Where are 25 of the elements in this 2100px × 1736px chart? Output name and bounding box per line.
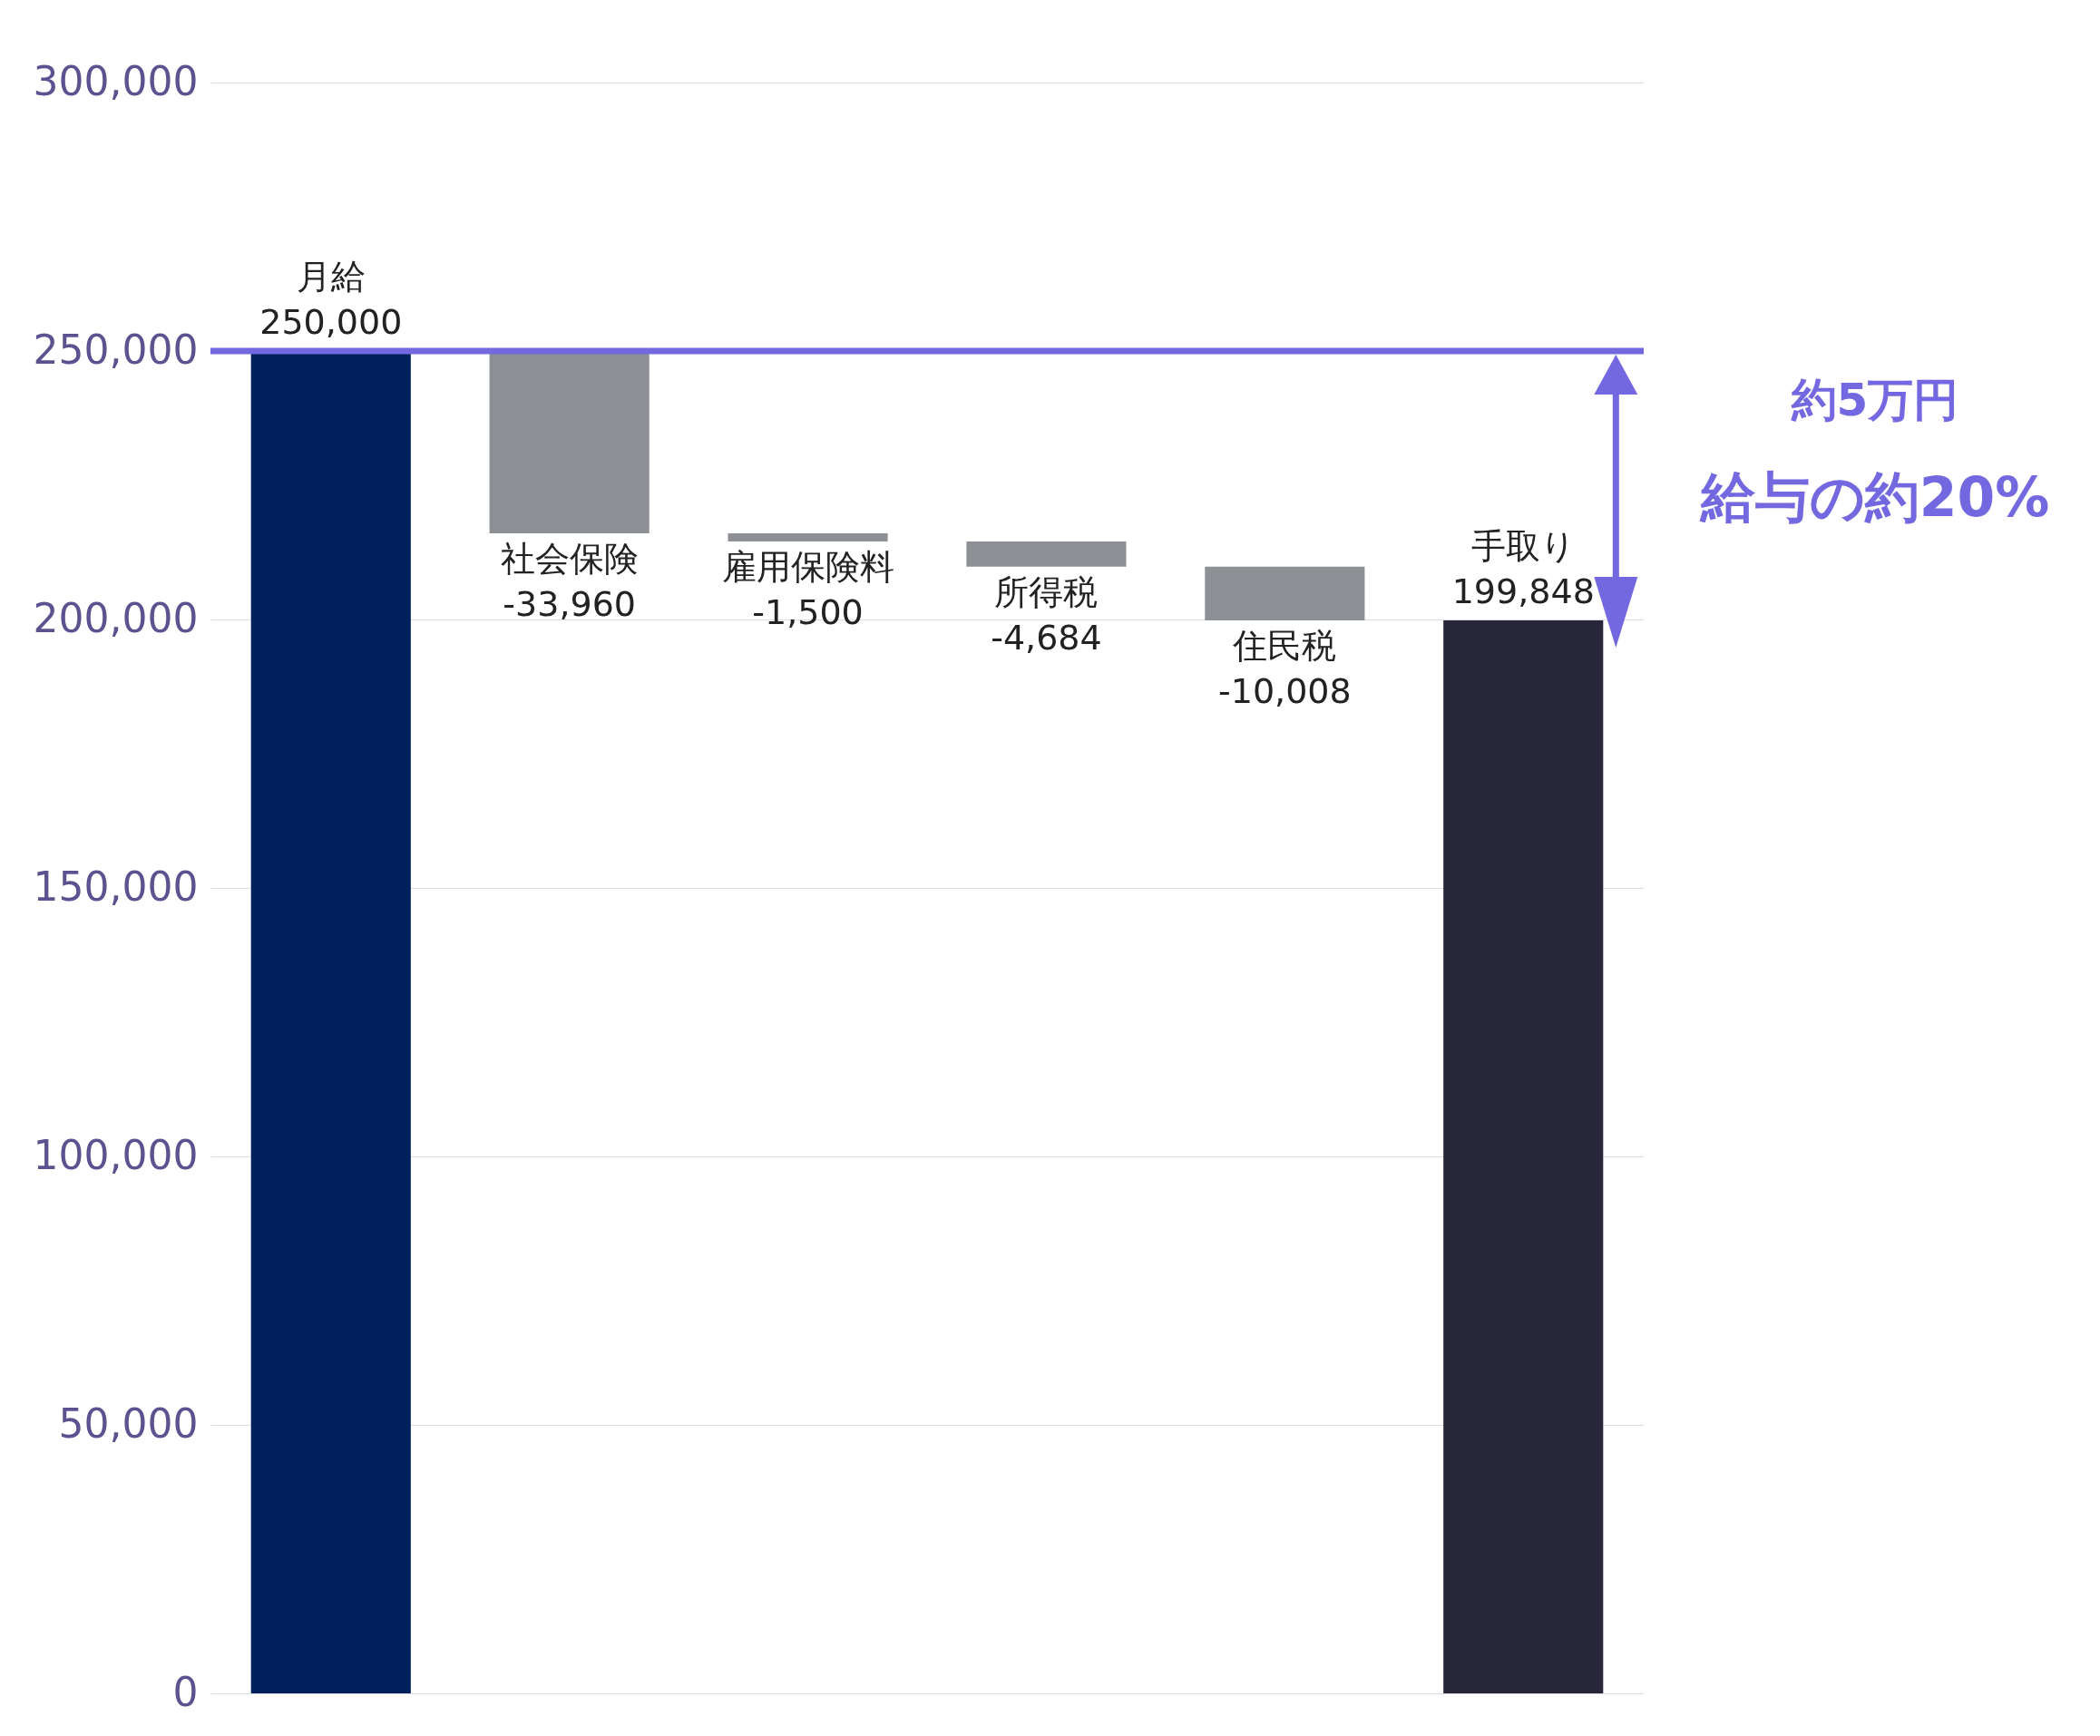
y-tick-label: 250,000 bbox=[33, 326, 199, 373]
y-tick-label: 100,000 bbox=[33, 1131, 199, 1178]
data-label: -10,008 bbox=[1218, 670, 1352, 711]
bar bbox=[1205, 566, 1365, 620]
data-label: 250,000 bbox=[259, 302, 403, 342]
y-tick-label: 300,000 bbox=[33, 57, 199, 104]
bar bbox=[728, 533, 888, 541]
text: 約5万円 bbox=[1790, 374, 1959, 426]
bar bbox=[1443, 619, 1604, 1693]
x-tick-label: 手取り bbox=[1470, 525, 1576, 566]
x-tick-label: 住民税 bbox=[1232, 625, 1337, 666]
data-label: 199,848 bbox=[1451, 571, 1595, 611]
y-tick-label: 200,000 bbox=[33, 594, 199, 641]
x-tick-label: 所得税 bbox=[994, 571, 1099, 612]
text: 給与の約20% bbox=[1698, 465, 2050, 529]
bar bbox=[966, 541, 1127, 567]
y-tick-label: 150,000 bbox=[33, 863, 199, 910]
x-tick-label: 月給 bbox=[296, 257, 366, 297]
x-tick-label: 雇用保険料 bbox=[721, 546, 894, 587]
x-tick-label: 社会保険 bbox=[500, 539, 639, 580]
data-label: -4,684 bbox=[991, 617, 1102, 658]
y-tick-label: 0 bbox=[172, 1668, 199, 1715]
data-label: -1,500 bbox=[752, 591, 864, 632]
data-label: -33,960 bbox=[503, 584, 636, 625]
y-tick-label: 50,000 bbox=[58, 1400, 199, 1447]
